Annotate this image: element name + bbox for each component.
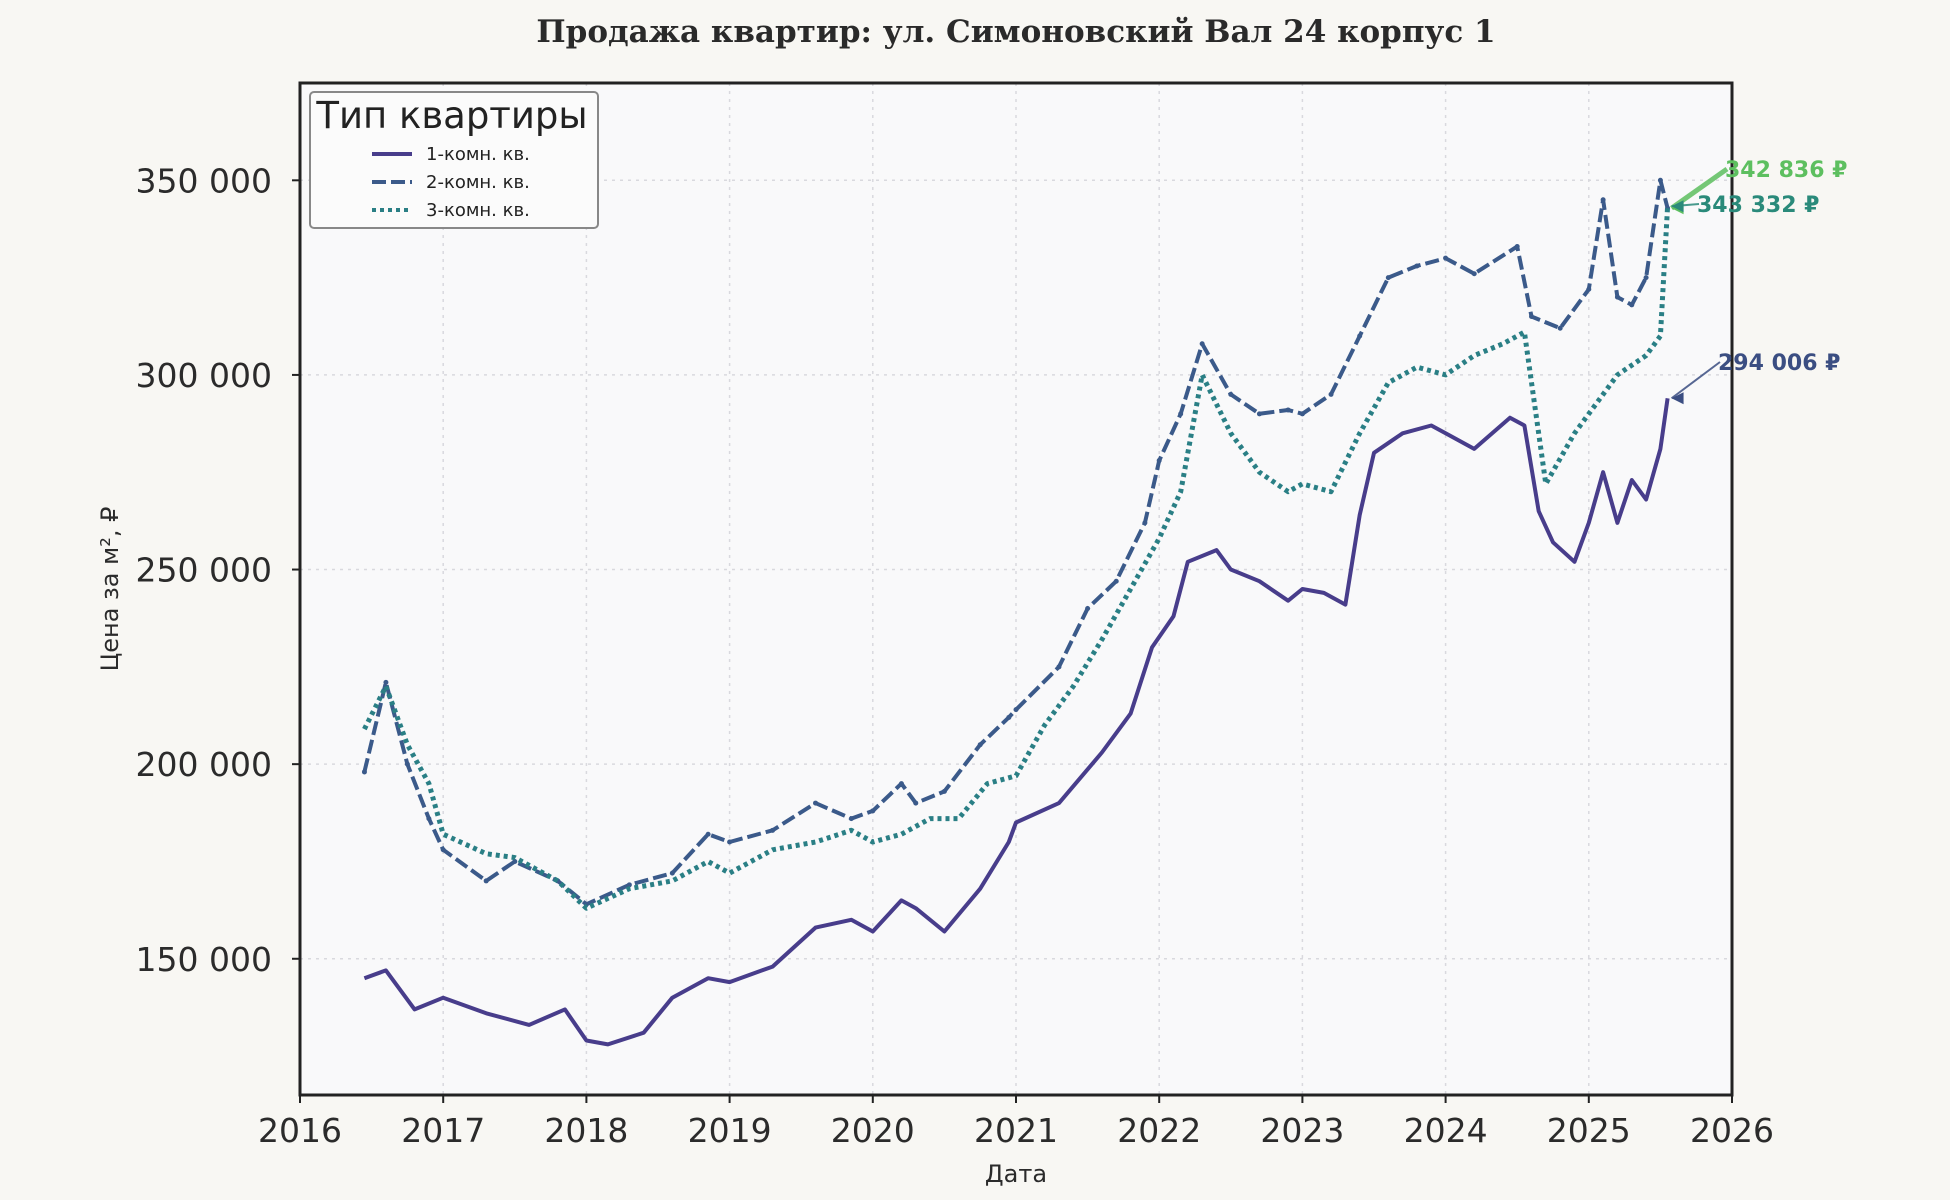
y-axis-label: Цена за м², ₽: [96, 507, 124, 672]
series-2-point: [669, 870, 675, 876]
series-2-point: [1085, 605, 1091, 611]
series-2-point: [913, 800, 919, 806]
y-tick-label: 300 000: [136, 356, 272, 395]
series-2-point: [1006, 714, 1012, 720]
series-2-point: [1256, 411, 1262, 417]
x-tick-label: 2017: [401, 1111, 485, 1150]
legend-label-2: 2-комн. кв.: [426, 172, 530, 193]
series-2-point: [977, 742, 983, 748]
x-axis-ticks: 2016 2017 2018 2019 2020 2021 2022 2023 2024 2025…: [258, 1095, 1774, 1150]
y-tick-label: 200 000: [136, 745, 272, 784]
series-2-point: [1600, 197, 1606, 203]
series-2-point: [727, 839, 733, 845]
y-axis-ticks: 150 000 200 000 250 000 300 000 350 000: [136, 161, 300, 979]
y-tick-label: 150 000: [136, 940, 272, 979]
x-tick-label: 2018: [544, 1111, 628, 1150]
series-line-3: [362, 206, 1671, 911]
x-tick-label: 2024: [1404, 1111, 1488, 1150]
legend-items: 1-комн. кв. 2-комн. кв. 3-комн. кв.: [372, 144, 530, 221]
series-2-point: [705, 831, 711, 837]
legend: Тип квартиры 1-комн. кв. 2-комн. кв. 3-ком…: [309, 91, 599, 229]
annotation-arrowhead-3: [1671, 392, 1684, 405]
series-2-point: [770, 827, 776, 833]
series-2-point: [1156, 458, 1162, 464]
x-tick-label: 2021: [974, 1111, 1058, 1150]
series-2-point: [1629, 302, 1635, 308]
annotation-label-1: 342 836 ₽: [1725, 158, 1847, 183]
series-2-point: [483, 878, 489, 884]
x-tick-label: 2022: [1117, 1111, 1201, 1150]
annotation-label-2: 343 332 ₽: [1697, 193, 1819, 218]
series-2-point: [1285, 407, 1291, 413]
series-2-point: [1614, 294, 1620, 300]
annotations: 342 836 ₽ 343 332 ₽ 294 006 ₽: [1670, 158, 1847, 405]
annotation-arrow-3: [1670, 361, 1721, 400]
series-2-point: [1514, 243, 1520, 249]
grid: [300, 83, 1732, 1095]
series-line-1: [363, 398, 1670, 1047]
series-2-point: [440, 847, 446, 853]
x-tick-label: 2019: [688, 1111, 772, 1150]
series-2-point: [1557, 325, 1563, 331]
series-2-point: [1056, 664, 1062, 670]
series-2-point: [1013, 707, 1019, 713]
series-2-point: [1113, 578, 1119, 584]
x-axis-label: Дата: [985, 1160, 1047, 1188]
series-2-point: [1328, 391, 1334, 397]
series-2-point: [1529, 314, 1535, 320]
series-2-point: [1357, 333, 1363, 339]
chart-title: Продажа квартир: ул. Симоновский Вал 24 …: [536, 14, 1495, 50]
x-tick-label: 2020: [831, 1111, 915, 1150]
y-tick-label: 350 000: [136, 161, 272, 200]
series-2-point: [404, 761, 410, 767]
x-tick-label: 2023: [1260, 1111, 1344, 1150]
x-tick-label: 2025: [1547, 1111, 1631, 1150]
legend-label-3: 3-комн. кв.: [426, 200, 530, 221]
series-2-point: [1199, 341, 1205, 347]
series-lines: [361, 177, 1671, 1047]
series-2-point: [512, 858, 518, 864]
legend-title: Тип квартиры: [315, 94, 587, 137]
series-2-point: [1299, 411, 1305, 417]
x-tick-label: 2026: [1690, 1111, 1774, 1150]
series-2-point: [1471, 271, 1477, 277]
series-2-point: [941, 788, 947, 794]
annotation-label-3: 294 006 ₽: [1718, 351, 1840, 376]
series-2-point: [898, 781, 904, 787]
series-2-point: [1443, 255, 1449, 261]
series-2-point: [813, 800, 819, 806]
series-2-point: [848, 816, 854, 822]
series-2-point: [1657, 177, 1663, 183]
series-2-point: [870, 808, 876, 814]
series-2-point: [1643, 275, 1649, 281]
legend-box: [309, 91, 599, 229]
series-2-point: [361, 769, 367, 775]
series-2-point: [1586, 286, 1592, 292]
series-2-point: [1228, 391, 1234, 397]
series-2-point: [1178, 411, 1184, 417]
series-2-point: [1142, 520, 1148, 526]
annotation-arrowhead-2: [1671, 200, 1684, 213]
y-tick-label: 250 000: [136, 551, 272, 590]
series-2-point: [383, 679, 389, 685]
series-2-point: [1414, 263, 1420, 269]
series-2-point: [426, 816, 432, 822]
series-line-2: [362, 178, 1670, 907]
x-tick-label: 2016: [258, 1111, 342, 1150]
series-2-point: [626, 882, 632, 888]
series-2-point: [1385, 275, 1391, 281]
legend-label-1: 1-комн. кв.: [426, 144, 530, 165]
